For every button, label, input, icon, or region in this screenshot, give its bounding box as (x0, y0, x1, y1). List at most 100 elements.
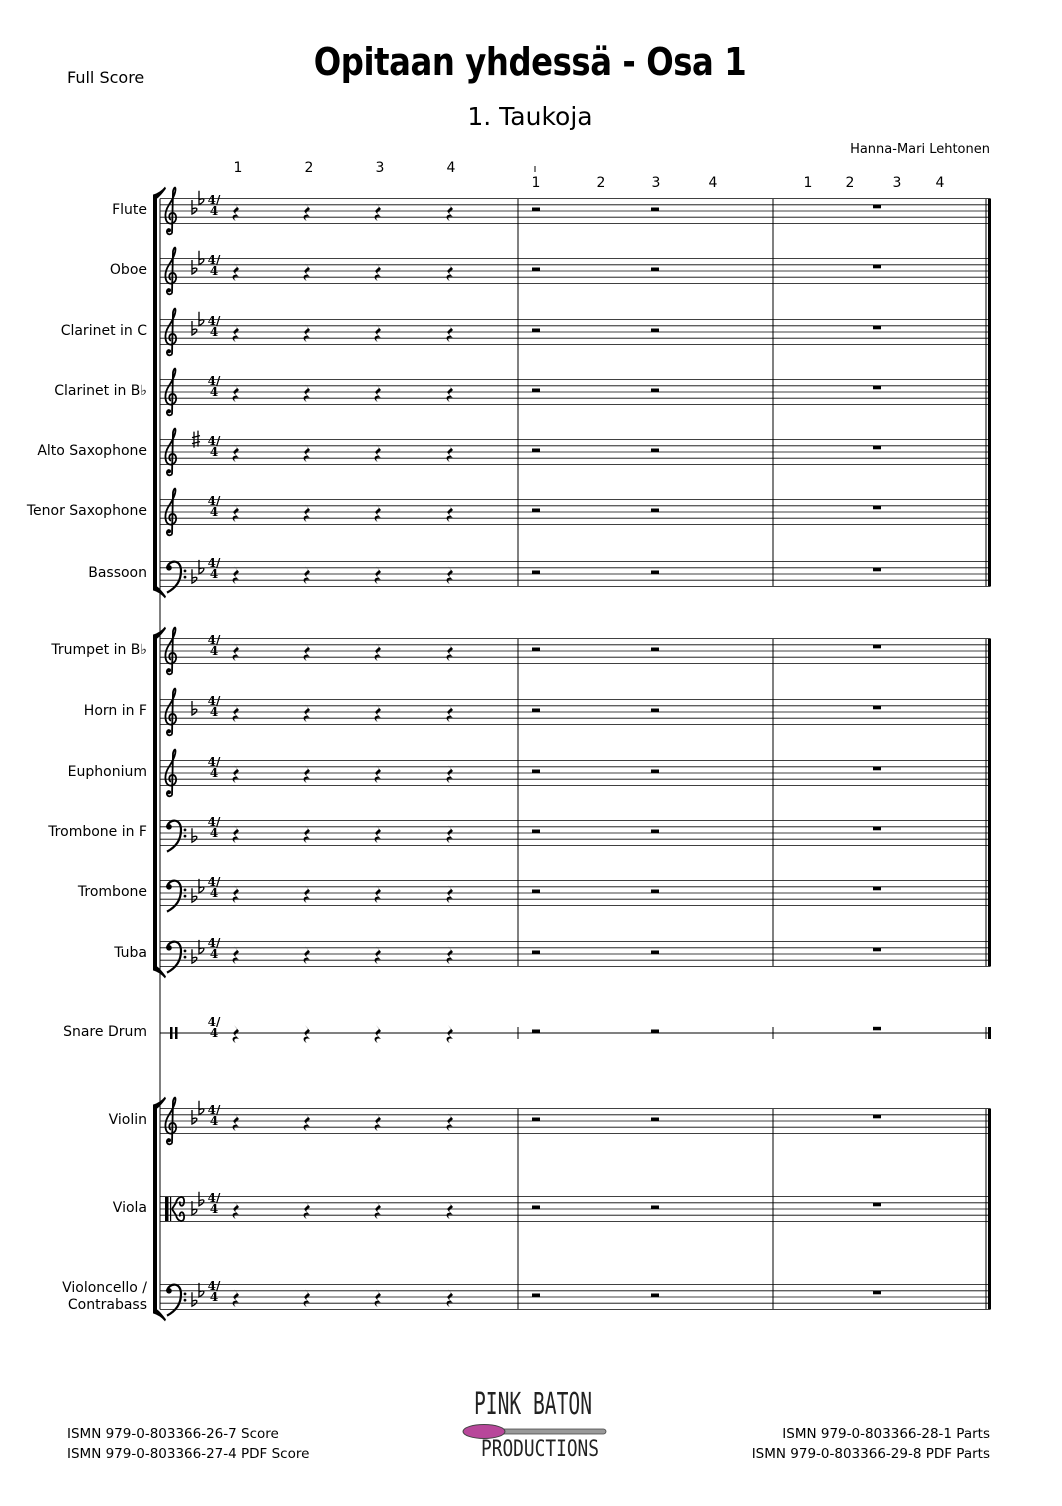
bass-clef-icon (165, 819, 183, 853)
whole-rest-icon (873, 445, 881, 450)
half-rest-icon (532, 448, 540, 452)
quarter-rest-icon (446, 263, 453, 281)
quarter-rest-icon (374, 566, 381, 584)
staff-violin (160, 1096, 991, 1146)
quarter-rest-icon (446, 825, 453, 843)
quarter-rest-icon (374, 765, 381, 783)
time-signature: 4/4 (207, 192, 221, 218)
time-signature: 4/4 (207, 1278, 221, 1304)
quarter-rest-icon (446, 643, 453, 661)
time-signature: 4/4 (207, 1014, 221, 1040)
quarter-rest-icon (232, 263, 239, 281)
isbn-parts: ISMN 979-0-803366-28-1 Parts (782, 1426, 990, 1442)
flat-icon (198, 1100, 205, 1116)
quarter-rest-icon (446, 504, 453, 522)
whole-rest-icon (873, 325, 881, 330)
instrument-label: Bassoon (88, 565, 147, 581)
quarter-rest-icon (374, 946, 381, 964)
beat-count: 3 (652, 175, 661, 191)
whole-rest-icon (873, 886, 881, 891)
quarter-rest-icon (303, 203, 310, 221)
quarter-rest-icon (374, 643, 381, 661)
quarter-rest-icon (303, 263, 310, 281)
quarter-rest-icon (446, 885, 453, 903)
quarter-rest-icon (446, 384, 453, 402)
beat-count: 1 (234, 160, 243, 176)
staff-euphonium (160, 748, 991, 798)
time-signature: 4/4 (207, 935, 221, 961)
instrument-label: Horn in F (83, 703, 147, 719)
instrument-label: Clarinet in C (60, 323, 147, 339)
half-rest-icon (532, 1117, 540, 1121)
logo-bottom-text: PRODUCTIONS (481, 1437, 599, 1462)
staff-clarinet-in-b- (160, 367, 991, 417)
quarter-rest-icon (303, 1201, 310, 1219)
page-title: Opitaan yhdessä - Osa 1 (313, 40, 747, 84)
footer-left: ISMN 979-0-803366-26-7 Score ISMN 979-0-… (67, 1424, 309, 1464)
isbn-pdf-score: ISMN 979-0-803366-27-4 PDF Score (67, 1446, 310, 1462)
half-rest-icon (532, 388, 540, 392)
half-rest-icon (532, 769, 540, 773)
half-rest-icon (651, 769, 659, 773)
half-rest-icon (532, 207, 540, 211)
treble-clef-dot (167, 1138, 171, 1143)
bass-clef-dot (183, 828, 187, 832)
half-rest-icon (651, 207, 659, 211)
whole-rest-icon (873, 947, 881, 952)
bass-clef-dot (166, 565, 172, 571)
system-final-barline (988, 198, 991, 587)
quarter-rest-icon (303, 825, 310, 843)
quarter-rest-icon (232, 1113, 239, 1131)
system-final-barline (988, 1108, 991, 1310)
instrument-label: Flute (112, 202, 147, 218)
instrument-label: Trombone in F (48, 824, 147, 840)
quarter-rest-icon (232, 566, 239, 584)
quarter-rest-icon (232, 643, 239, 661)
quarter-rest-icon (446, 704, 453, 722)
flat-icon (191, 949, 198, 965)
quarter-rest-icon (232, 444, 239, 462)
time-signature: 4/4 (207, 874, 221, 900)
alto-clef-icon (171, 1196, 185, 1222)
treble-clef-dot (167, 529, 171, 534)
half-rest-icon (532, 328, 540, 332)
treble-clef-dot (167, 288, 171, 293)
sharp-icon (191, 430, 201, 448)
quarter-rest-icon (303, 765, 310, 783)
bass-clef-dot (183, 569, 187, 573)
quarter-rest-icon (446, 765, 453, 783)
instrument-label: Tuba (114, 945, 147, 961)
bass-clef-dot (166, 884, 172, 890)
quarter-rest-icon (232, 765, 239, 783)
whole-rest-icon (873, 1202, 881, 1207)
flat-icon (198, 878, 205, 894)
quarter-rest-icon (232, 1201, 239, 1219)
staff-alto-saxophone (160, 427, 991, 477)
time-signature: 4/4 (207, 555, 221, 581)
quarter-rest-icon (374, 1201, 381, 1219)
flat-icon (198, 190, 205, 206)
treble-clef-dot (167, 228, 171, 233)
quarter-rest-icon (374, 885, 381, 903)
footer-right: ISMN 979-0-803366-28-1 Parts ISMN 979-0-… (752, 1424, 990, 1464)
flat-icon (191, 828, 198, 844)
quarter-rest-icon (232, 203, 239, 221)
quarter-rest-icon (232, 825, 239, 843)
quarter-rest-icon (303, 1113, 310, 1131)
whole-rest-icon (873, 505, 881, 510)
staff-flute (160, 186, 991, 236)
bass-clef-dot (183, 1292, 187, 1296)
logo-top-text: PINK BATON (474, 1387, 592, 1422)
time-signature: 4/4 (207, 493, 221, 519)
logo-baton-handle (462, 1424, 506, 1439)
bracket-hook-top (153, 186, 166, 199)
flat-icon (198, 250, 205, 266)
quarter-rest-icon (232, 384, 239, 402)
system-final-barline (988, 638, 991, 967)
half-rest-icon (651, 1029, 659, 1033)
time-signature: 4/4 (207, 373, 221, 399)
half-rest-icon (532, 570, 540, 574)
staff-trumpet-in-b- (160, 626, 991, 676)
pink-baton-logo: PINK BATON PRODUCTIONS (458, 1378, 608, 1463)
treble-clef-dot (167, 349, 171, 354)
